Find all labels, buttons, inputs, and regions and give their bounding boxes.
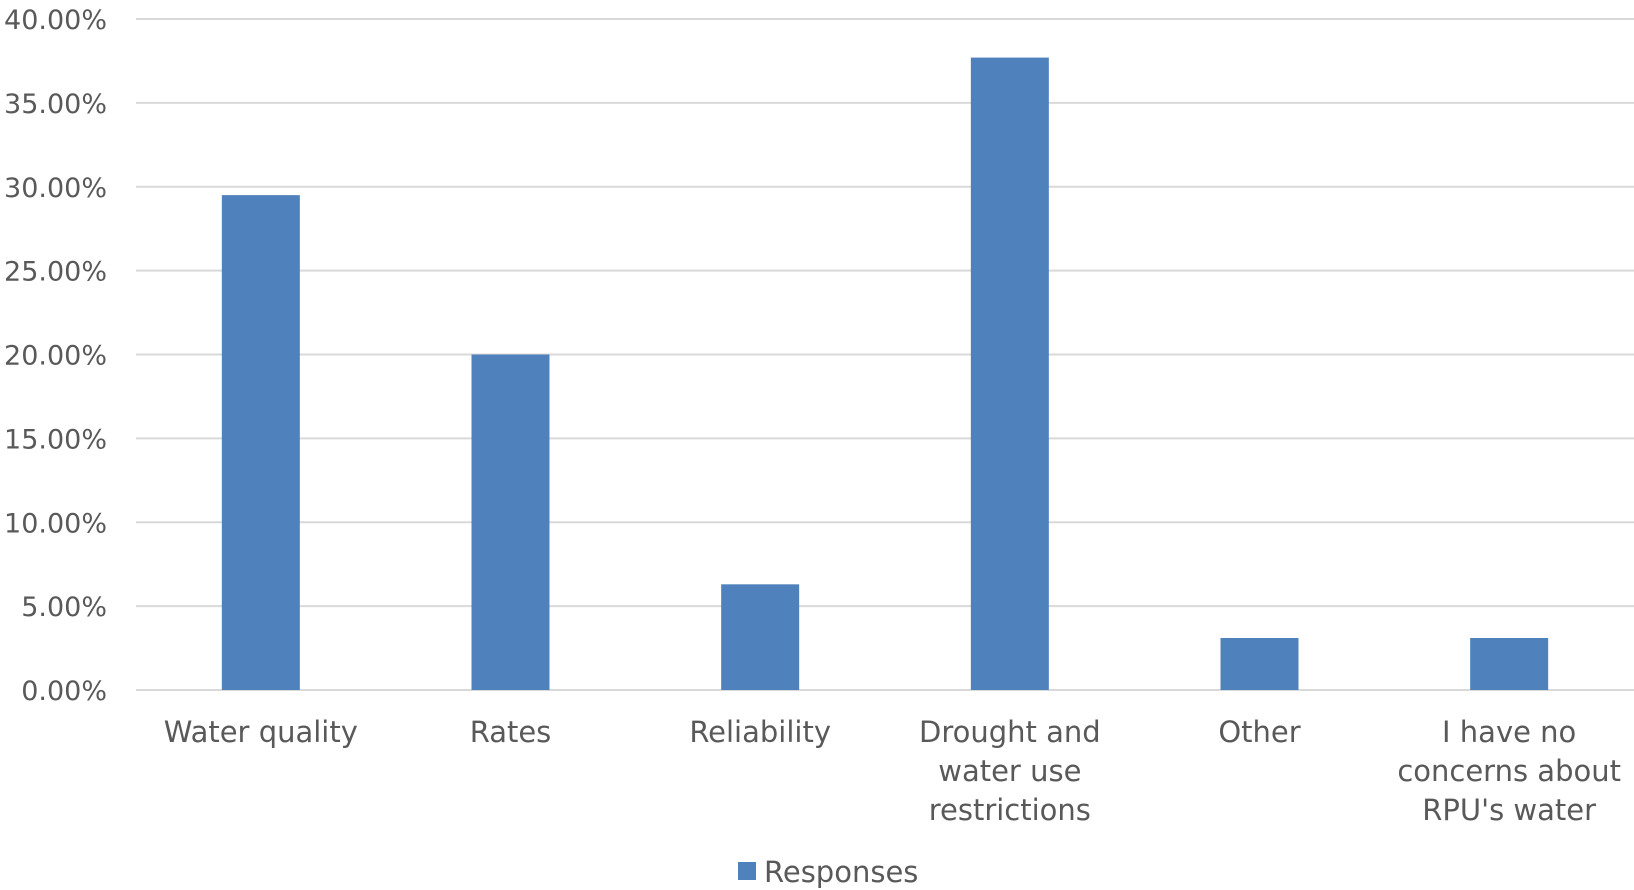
y-tick-label: 0.00% — [21, 676, 107, 707]
legend-label-responses: Responses — [764, 855, 918, 889]
y-tick-label: 40.00% — [4, 5, 107, 36]
legend: Responses — [738, 855, 918, 889]
y-tick-label: 5.00% — [21, 592, 107, 623]
y-tick-label: 30.00% — [4, 173, 107, 204]
bar — [221, 195, 300, 690]
bar — [721, 584, 800, 690]
category-label: Drought and water use restrictions — [919, 715, 1101, 827]
gridlines — [136, 18, 1634, 691]
category-label: I have no concerns about RPU's water — [1397, 715, 1621, 827]
category-label: Reliability — [689, 715, 831, 749]
bar — [970, 57, 1049, 690]
legend-swatch-responses — [738, 862, 756, 880]
bar — [1220, 637, 1299, 690]
y-tick-label: 15.00% — [4, 424, 107, 455]
bar — [1470, 637, 1549, 690]
y-tick-label: 25.00% — [4, 257, 107, 288]
bars — [221, 57, 1549, 690]
category-label: Rates — [470, 715, 552, 749]
y-tick-label: 20.00% — [4, 341, 107, 372]
y-tick-label: 10.00% — [4, 508, 107, 539]
y-axis-tick-labels: 0.00% 5.00% 10.00% 15.00% 20.00% 25.00% 30.00%… — [4, 5, 107, 707]
category-label: Other — [1218, 715, 1300, 749]
x-axis-category-labels: Water quality Rates Reliability Drought and… — [164, 715, 1621, 827]
category-label: Water quality — [164, 715, 358, 749]
bar — [471, 354, 550, 690]
y-tick-label: 35.00% — [4, 89, 107, 120]
